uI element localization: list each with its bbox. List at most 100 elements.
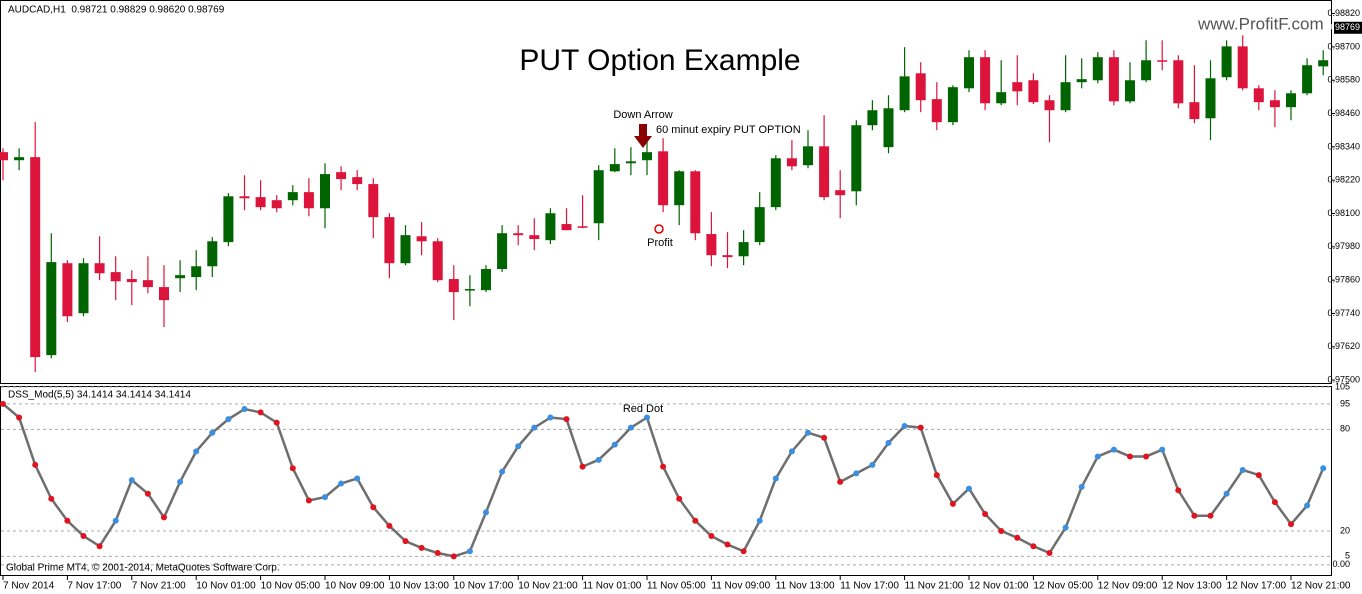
indicator-dot xyxy=(1223,490,1230,497)
y-tick-label: 0.97860 xyxy=(1327,275,1360,285)
indicator-dot xyxy=(128,477,135,484)
x-tick-label: 7 Nov 17:00 xyxy=(67,581,121,592)
candle-body xyxy=(1012,82,1023,92)
indicator-dot xyxy=(1175,487,1182,494)
indicator-dot xyxy=(901,422,908,429)
candle-body xyxy=(1237,46,1248,89)
candle-body xyxy=(223,196,234,243)
indicator-dot xyxy=(1271,499,1278,506)
candle-body xyxy=(1189,102,1200,120)
indicator-dot xyxy=(660,463,667,470)
candle-body xyxy=(561,224,572,231)
indicator-dot xyxy=(338,480,345,487)
candle-body xyxy=(803,146,813,166)
candle-body xyxy=(94,263,105,274)
indicator-dot xyxy=(982,511,989,518)
x-tick-label: 11 Nov 05:00 xyxy=(647,581,706,592)
candle-body xyxy=(159,287,169,301)
x-tick-label: 10 Nov 21:00 xyxy=(518,581,578,592)
x-tick-label: 11 Nov 01:00 xyxy=(583,581,642,592)
indicator-dot xyxy=(805,429,811,436)
indicator-dot xyxy=(16,414,23,421)
indicator-dot xyxy=(434,549,441,556)
candle-body xyxy=(1108,57,1119,102)
candle-body xyxy=(62,263,73,317)
indicator-dot xyxy=(788,448,795,455)
candle-body xyxy=(1221,46,1232,78)
candle-body xyxy=(481,269,491,291)
candle-body xyxy=(625,161,636,164)
x-tick-label: 10 Nov 01:00 xyxy=(196,581,256,592)
candle-body xyxy=(448,279,459,293)
indicator-dot xyxy=(1014,534,1021,541)
x-tick-label: 7 Nov 2014 xyxy=(3,581,55,592)
indicator-dot xyxy=(853,470,860,477)
y-tick-label: 0.98100 xyxy=(1327,208,1360,218)
candle-body xyxy=(1157,60,1168,62)
candle-body xyxy=(867,110,878,126)
candle-body xyxy=(384,217,395,264)
candle-body xyxy=(690,171,701,234)
candle-body xyxy=(674,171,685,206)
y-tick-label: 20 xyxy=(1340,525,1350,535)
watermark: www.ProfitF.com xyxy=(1197,14,1324,33)
y-tick-label: 0.98580 xyxy=(1327,75,1360,85)
indicator-dot xyxy=(772,475,779,482)
indicator-dot xyxy=(966,485,972,492)
candle-body xyxy=(368,184,379,218)
indicator-dot xyxy=(0,400,6,407)
candle-body xyxy=(126,279,137,283)
indicator-dot xyxy=(144,490,151,497)
candle-body xyxy=(770,158,781,208)
candle-body xyxy=(352,177,363,185)
candle-body xyxy=(1125,80,1135,102)
candle-body xyxy=(722,255,733,258)
candle-body xyxy=(497,233,508,270)
candle-body xyxy=(175,275,186,279)
indicator-dot xyxy=(305,497,312,504)
candle-body xyxy=(1205,78,1216,119)
indicator-dot xyxy=(837,478,844,485)
indicator-dot xyxy=(595,456,602,463)
x-tick-label: 12 Nov 09:00 xyxy=(1098,581,1158,592)
y-tick-label: 0.98340 xyxy=(1327,141,1360,151)
indicator-dot xyxy=(1094,453,1101,460)
candle-body xyxy=(964,57,974,89)
x-tick-label: 11 Nov 17:00 xyxy=(840,581,899,592)
indicator-dot xyxy=(998,527,1005,534)
annotation: Down Arrow xyxy=(613,109,672,121)
indicator-dot xyxy=(257,409,264,416)
indicator-dot xyxy=(644,414,650,421)
down-arrow-icon xyxy=(634,124,652,148)
indicator-dot xyxy=(708,533,715,540)
indicator-dot xyxy=(1030,543,1037,550)
y-tick-label: 0.97620 xyxy=(1327,341,1360,351)
indicator-dot xyxy=(466,548,473,555)
y-tick-label: 0.97500 xyxy=(1327,374,1360,384)
indicator-dot xyxy=(1304,502,1311,509)
symbol-header: AUDCAD,H1 0.98721 0.98829 0.98620 0.9876… xyxy=(8,5,225,16)
y-tick-label: 0.98700 xyxy=(1327,41,1360,51)
candle-body xyxy=(899,76,910,111)
indicator-dot xyxy=(1320,465,1327,472)
y-tick-label: 0.98820 xyxy=(1327,8,1360,18)
footer: Global Prime MT4, © 2001-2014, MetaQuote… xyxy=(6,563,280,574)
candle-body xyxy=(1060,82,1071,111)
candle-body xyxy=(980,57,991,104)
indicator-dot xyxy=(193,448,200,455)
indicator-dot xyxy=(869,461,876,468)
candle-body xyxy=(609,164,620,172)
candle-body xyxy=(1269,100,1280,108)
candle-body xyxy=(1318,60,1329,67)
indicator-dot xyxy=(225,416,232,423)
indicator-dot xyxy=(418,544,425,551)
indicator-dot xyxy=(676,495,683,502)
candle-body xyxy=(400,235,411,264)
indicator-dot xyxy=(949,500,956,507)
indicator-title: DSS_Mod(5,5) 34.1414 34.1414 34.1414 xyxy=(8,390,191,401)
candle-body xyxy=(851,125,862,192)
x-tick-label: 12 Nov 05:00 xyxy=(1033,581,1093,592)
profit-icon xyxy=(654,224,664,234)
indicator-dot xyxy=(1288,521,1294,528)
indicator-dot xyxy=(515,443,522,450)
